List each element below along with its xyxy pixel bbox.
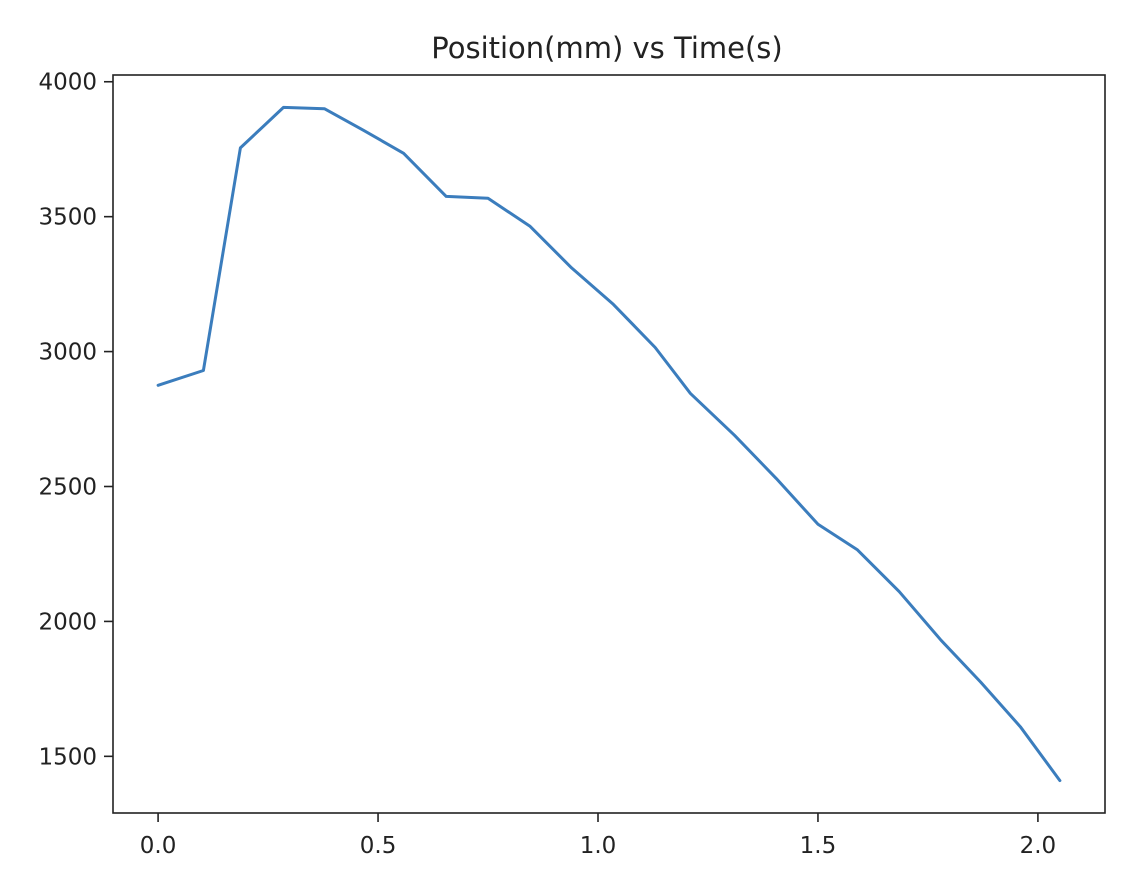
y-tick-label: 2500 (38, 474, 97, 500)
y-tick-label: 1500 (38, 744, 97, 770)
plot-area-frame (112, 74, 1106, 814)
x-tick-label: 1.0 (580, 833, 617, 859)
x-axis-ticks: 0.0 0.5 1.0 1.5 2.0 (140, 813, 1056, 859)
y-axis-ticks: 1500 2000 2500 3000 3500 4000 (38, 70, 113, 770)
series-layer (156, 105, 1062, 783)
y-tick-label: 3000 (38, 340, 97, 366)
x-tick-label: 2.0 (1020, 833, 1057, 859)
x-tick-label: 1.5 (800, 833, 837, 859)
y-tick-label: 2000 (38, 609, 97, 635)
x-tick-label: 0.5 (360, 833, 397, 859)
chart-title: Position(mm) vs Time(s) (431, 31, 782, 65)
x-tick-label: 0.0 (140, 833, 177, 859)
y-tick-label: 4000 (38, 70, 97, 96)
y-tick-label: 3500 (38, 205, 97, 231)
series-line (156, 105, 1062, 783)
